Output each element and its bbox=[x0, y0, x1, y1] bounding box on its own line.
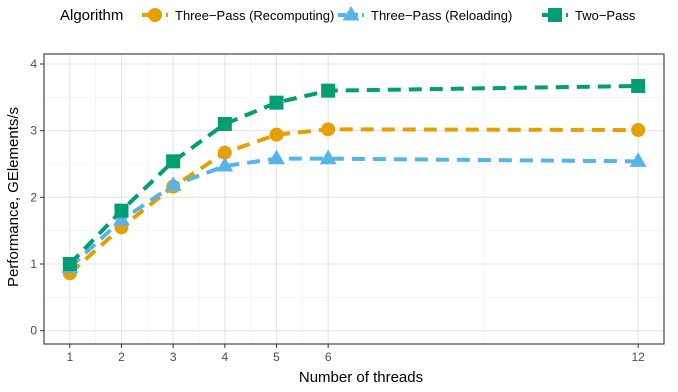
data-point-three-pass-reloading bbox=[268, 149, 285, 165]
x-tick-label: 3 bbox=[170, 350, 177, 364]
legend-key-three-pass-reloading bbox=[338, 5, 364, 21]
series-layer bbox=[61, 79, 647, 281]
data-point-two-pass bbox=[114, 203, 129, 218]
x-tick-label: 5 bbox=[273, 350, 280, 364]
x-tick-label: 12 bbox=[631, 350, 645, 364]
legend: Algorithm Three−Pass (Recomputing) Three−… bbox=[60, 5, 636, 24]
data-point-two-pass bbox=[631, 79, 646, 93]
y-axis-ticks: 0 1 2 3 4 bbox=[30, 57, 44, 338]
data-point-three-pass-reloading bbox=[113, 210, 130, 226]
legend-marker-two-pass bbox=[548, 8, 562, 22]
y-tick-label: 1 bbox=[30, 257, 37, 271]
legend-marker-three-pass-reloading bbox=[342, 5, 360, 21]
data-point-two-pass bbox=[62, 257, 77, 271]
x-tick-label: 1 bbox=[66, 350, 73, 364]
data-point-three-pass-reloading bbox=[216, 156, 234, 172]
legend-label-two-pass: Two−Pass bbox=[575, 8, 636, 23]
y-tick-label: 2 bbox=[30, 190, 37, 204]
legend-key-three-pass-recomputing bbox=[142, 8, 168, 22]
data-point-three-pass-recomputing bbox=[631, 123, 646, 137]
data-point-two-pass bbox=[321, 83, 336, 98]
data-point-three-pass-reloading bbox=[319, 149, 337, 165]
x-axis-ticks: 1 2 3 4 5 6 12 bbox=[66, 344, 645, 364]
y-tick-label: 4 bbox=[30, 57, 37, 71]
legend-label-three-pass-recomputing: Three−Pass (Recomputing) bbox=[175, 8, 334, 23]
data-point-three-pass-reloading bbox=[629, 152, 647, 167]
data-point-three-pass-recomputing bbox=[217, 145, 232, 160]
data-point-three-pass-reloading bbox=[164, 176, 182, 191]
plot-panel bbox=[43, 53, 665, 345]
legend-key-two-pass bbox=[542, 8, 568, 22]
data-point-two-pass bbox=[217, 117, 232, 131]
y-tick-label: 0 bbox=[30, 324, 37, 338]
series-three-pass-reloading bbox=[61, 149, 647, 273]
legend-label-three-pass-reloading: Three−Pass (Reloading) bbox=[371, 8, 512, 23]
data-point-two-pass bbox=[269, 95, 284, 110]
x-axis-title: Number of threads bbox=[299, 369, 423, 386]
data-point-three-pass-recomputing bbox=[321, 122, 336, 137]
data-point-three-pass-recomputing bbox=[269, 127, 284, 142]
y-tick-label: 3 bbox=[30, 124, 37, 138]
series-two-pass bbox=[62, 79, 646, 271]
x-tick-label: 4 bbox=[221, 350, 228, 364]
panel-border bbox=[43, 53, 665, 345]
data-point-two-pass bbox=[166, 154, 181, 169]
x-tick-label: 2 bbox=[118, 350, 125, 364]
y-axis-title: Performance, GElements/s bbox=[5, 107, 22, 287]
legend-title: Algorithm bbox=[60, 7, 123, 24]
legend-marker-three-pass-recomputing bbox=[148, 8, 162, 22]
x-tick-label: 6 bbox=[325, 350, 332, 364]
